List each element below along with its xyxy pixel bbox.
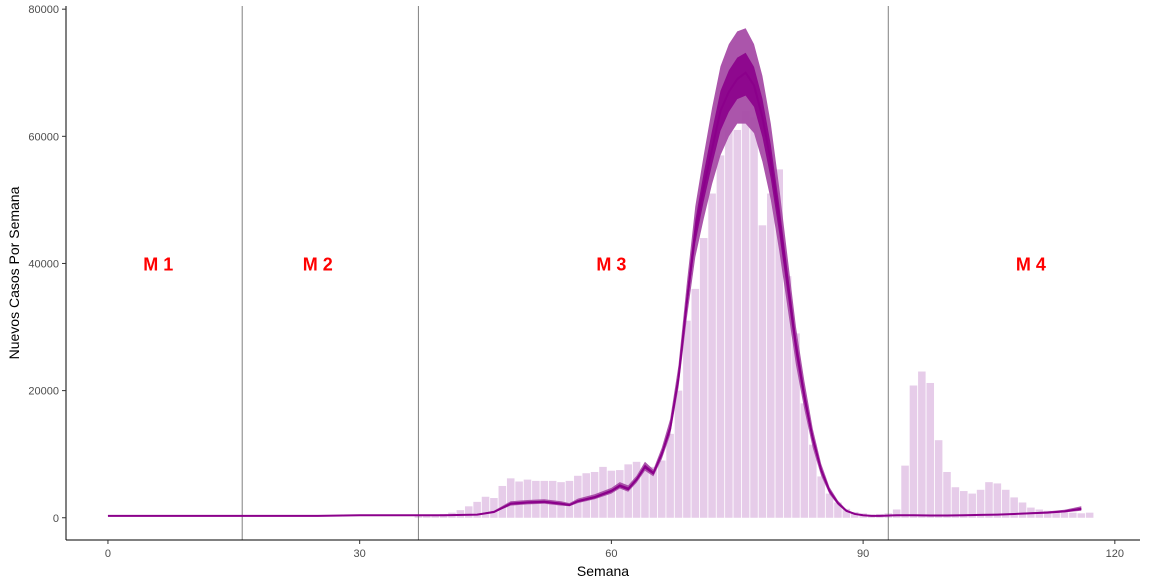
- bar: [775, 169, 783, 518]
- bar: [901, 465, 909, 518]
- bar: [943, 471, 951, 518]
- bar: [968, 493, 976, 518]
- x-ticks: 0 30 60 90 120: [105, 540, 1124, 560]
- bar: [506, 478, 515, 518]
- y-axis-title: Nuevos Casos Por Semana: [6, 186, 22, 359]
- bar: [657, 460, 666, 518]
- bar: [691, 288, 700, 518]
- phase-labels: M 1 M 2 M 3 M 4: [143, 254, 1046, 274]
- bar: [1043, 510, 1052, 518]
- y-tick-label: 80000: [28, 4, 59, 16]
- bar: [758, 225, 767, 518]
- bar: [834, 502, 842, 518]
- bar: [951, 487, 960, 518]
- bar: [918, 371, 926, 518]
- x-tick-label: 0: [105, 548, 111, 560]
- bar: [1010, 497, 1018, 518]
- x-axis-title: Semana: [577, 563, 629, 579]
- bar: [725, 129, 733, 518]
- bar: [976, 489, 985, 518]
- bar: [641, 470, 649, 518]
- bar: [674, 390, 683, 518]
- bar: [1018, 502, 1027, 518]
- bar: [1069, 512, 1077, 518]
- x-tick-label: 120: [1106, 548, 1124, 560]
- bar: [565, 480, 574, 518]
- bar: [498, 485, 507, 518]
- model-mean-line: [107, 71, 1082, 517]
- phase-label: M 1: [143, 254, 173, 274]
- bar: [481, 496, 490, 518]
- bar: [909, 385, 918, 518]
- bar: [1085, 512, 1094, 518]
- phase-label: M 3: [596, 254, 626, 274]
- bar: [607, 470, 616, 518]
- bar: [1052, 511, 1060, 518]
- y-tick-label: 20000: [28, 386, 59, 398]
- y-tick-label: 0: [53, 513, 59, 525]
- phase-label: M 4: [1016, 254, 1046, 274]
- bar: [523, 479, 532, 518]
- bar: [792, 333, 800, 518]
- phase-boundaries: [241, 6, 889, 540]
- bar: [842, 508, 851, 518]
- bar: [985, 482, 993, 518]
- bar: [649, 466, 658, 518]
- x-tick-label: 60: [605, 548, 617, 560]
- bar: [464, 506, 473, 518]
- model-line-layer: [107, 71, 1082, 517]
- bar: [1001, 489, 1010, 518]
- bar: [557, 482, 565, 518]
- y-ticks: 0 20000 40000 60000 80000: [28, 4, 66, 525]
- y-tick-label: 40000: [28, 258, 59, 270]
- bar: [582, 473, 590, 518]
- bar: [716, 155, 725, 518]
- bar: [892, 509, 901, 518]
- bar: [548, 480, 557, 518]
- bar: [808, 444, 817, 518]
- bar: [926, 382, 935, 518]
- x-tick-label: 90: [857, 548, 869, 560]
- bar: [767, 193, 775, 518]
- bar: [1077, 513, 1086, 518]
- bar: [515, 481, 523, 518]
- bar: [934, 440, 943, 518]
- bar: [666, 433, 674, 518]
- bar: [616, 470, 624, 518]
- bar: [960, 491, 968, 518]
- bar: [825, 493, 834, 518]
- bar: [532, 480, 540, 518]
- bar: [683, 320, 691, 518]
- phase-label: M 2: [303, 254, 333, 274]
- bar: [699, 238, 708, 518]
- bar: [993, 483, 1002, 518]
- bar: [1060, 512, 1069, 518]
- y-tick-label: 60000: [28, 131, 59, 143]
- bar: [733, 129, 742, 518]
- bar: [741, 110, 750, 518]
- bar: [473, 501, 481, 518]
- bar: [817, 476, 825, 518]
- bar: [708, 193, 716, 518]
- bar: [800, 403, 809, 518]
- bar: [423, 515, 431, 518]
- bar: [574, 475, 582, 518]
- bar: [490, 498, 498, 518]
- bar: [783, 276, 792, 518]
- bar: [750, 117, 758, 518]
- bar: [632, 461, 641, 518]
- bars-layer: [414, 110, 1094, 518]
- x-tick-label: 30: [354, 548, 366, 560]
